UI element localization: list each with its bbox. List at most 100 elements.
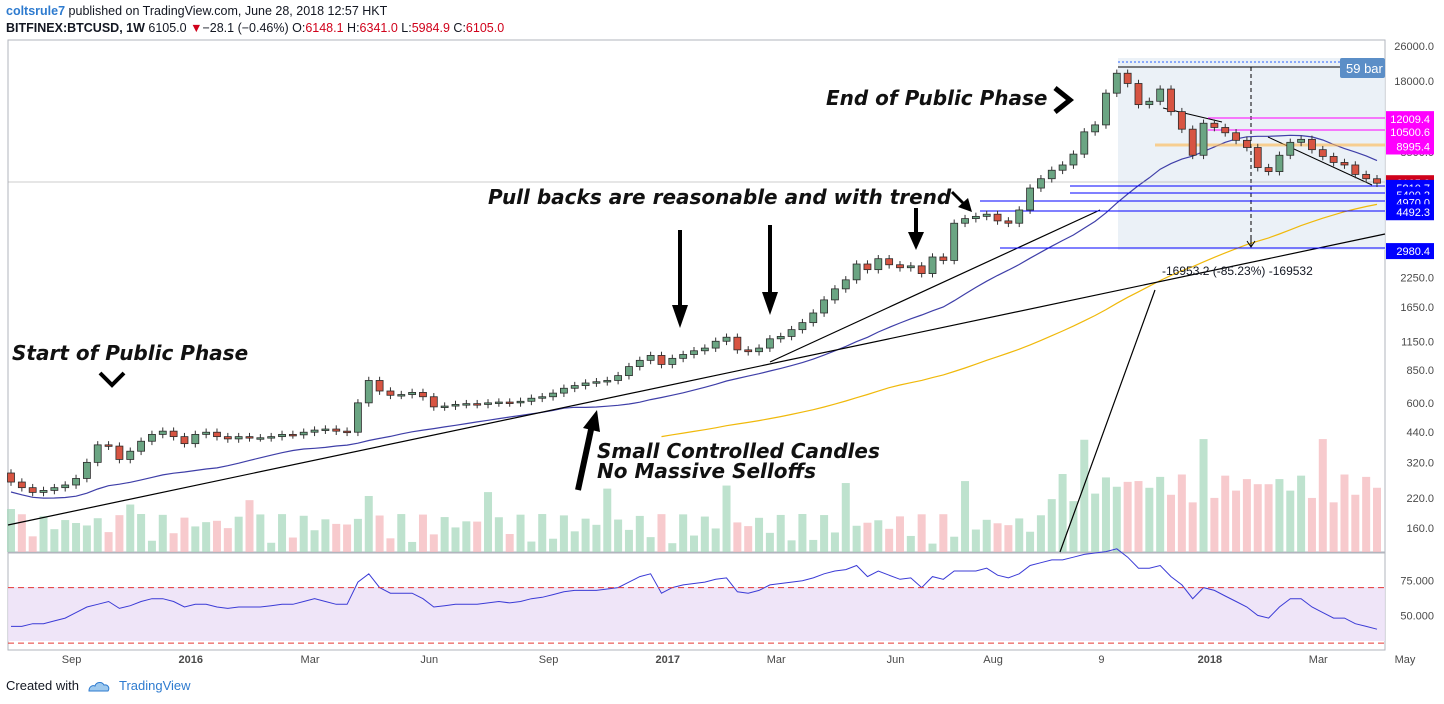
measure-label: -16953.2 (-85.23%) -169532	[1162, 264, 1313, 278]
candle-body	[1210, 122, 1219, 128]
volume-bar	[7, 509, 15, 552]
candle-body	[646, 355, 655, 361]
close-label: C:	[453, 21, 466, 35]
volume-bar	[928, 543, 937, 552]
candle-body	[939, 256, 948, 261]
up-arrow-icon	[575, 424, 595, 491]
volume-bar	[592, 524, 601, 552]
volume-bar	[451, 527, 460, 552]
candle-body	[429, 396, 438, 408]
candle-up	[560, 384, 568, 397]
volume-bar	[798, 514, 807, 552]
symbol-label[interactable]: BITFINEX:BTCUSD, 1W	[6, 21, 145, 35]
price-label-text: 8995.4	[1396, 141, 1430, 153]
author-link[interactable]: coltsrule7	[6, 4, 66, 18]
candle-body	[50, 487, 59, 491]
candle-body	[950, 222, 959, 261]
volume-bar	[939, 514, 948, 552]
volume-bar	[1210, 497, 1219, 552]
candle-up	[158, 427, 167, 439]
volume-bar	[1004, 525, 1013, 552]
price-label-box	[1386, 123, 1434, 140]
candle-body	[386, 390, 395, 396]
volume-bar	[1275, 479, 1284, 552]
candle-up	[126, 447, 135, 464]
volume-bar	[744, 526, 753, 552]
price-label-box	[1386, 204, 1434, 221]
volume-bar	[1036, 515, 1045, 552]
time-axis[interactable]: Sep 2016 Mar Jun Sep 2017 Mar Jun Aug 9 2018 Mar May	[62, 654, 1416, 666]
created-with-text: Created with	[6, 678, 79, 693]
price-tick-label: 600.0	[1406, 398, 1434, 410]
candle-down	[245, 432, 254, 442]
candle-up	[278, 430, 286, 441]
time-tick-label: Sep	[539, 654, 559, 666]
candle-body	[787, 329, 796, 337]
candle-body	[213, 431, 221, 438]
candle-body	[310, 429, 319, 433]
candle-body	[657, 355, 666, 365]
candle-down	[1253, 143, 1262, 172]
time-tick-label: Aug	[983, 654, 1003, 666]
candle-body	[1232, 132, 1240, 141]
candle-down	[223, 432, 232, 443]
volume-bar	[581, 518, 590, 552]
candle-body	[1264, 167, 1273, 173]
candle-body	[223, 436, 232, 440]
volume-bar	[1188, 502, 1197, 552]
time-tick-label: 2016	[179, 654, 203, 666]
price-label-box	[1386, 138, 1434, 155]
candle-body	[28, 487, 37, 493]
candle-body	[1308, 138, 1316, 151]
published-text: published on TradingView.com, June 28, 2…	[68, 4, 388, 18]
volume-bar	[516, 514, 525, 552]
volume-bar	[1112, 486, 1121, 552]
price-label-box	[1386, 243, 1434, 260]
candle-body	[700, 347, 709, 352]
volume-bar	[917, 514, 926, 552]
price-label: 4492.3	[1386, 204, 1434, 221]
candle-up	[72, 474, 80, 489]
volume-bar	[559, 515, 568, 552]
volume-bar	[1167, 494, 1176, 552]
price-tick-label: 850.0	[1406, 365, 1434, 377]
volume-bar	[635, 515, 644, 552]
price-tick-label: 18000.0	[1394, 76, 1434, 88]
volume-bar	[841, 483, 850, 552]
candle-up	[364, 376, 373, 407]
candle-body	[126, 450, 135, 460]
candle-up	[635, 356, 644, 371]
candle-up	[722, 333, 731, 346]
candle-up	[61, 481, 70, 492]
volume-bar	[1015, 518, 1024, 552]
tradingview-cloud-icon	[88, 681, 110, 691]
candle-body	[993, 213, 1002, 222]
volume-bar	[332, 523, 341, 552]
candle-body	[332, 428, 341, 432]
volume-bar	[223, 528, 232, 552]
volume-bar	[310, 530, 319, 552]
volume-bar	[538, 514, 547, 552]
annotation-no-selloffs: No Massive Selloffs	[597, 459, 816, 483]
candle-up	[1080, 128, 1089, 158]
candle-body	[1199, 122, 1208, 156]
candle-body	[560, 387, 568, 394]
volume-bar	[1373, 487, 1381, 552]
candle-down	[1177, 107, 1186, 134]
candle-body	[516, 400, 525, 404]
volume-bar	[982, 519, 991, 552]
tradingview-link[interactable]: TradingView	[118, 678, 191, 693]
candle-up	[148, 430, 156, 446]
candle-body	[7, 472, 15, 483]
candle-up	[256, 434, 265, 442]
time-tick-label: 2018	[1198, 654, 1222, 666]
candle-body	[744, 349, 753, 353]
candle-body	[809, 312, 818, 324]
volume-bar	[462, 521, 471, 552]
time-tick-label: Sep	[62, 654, 82, 666]
candle-body	[278, 433, 286, 438]
candle-up	[1058, 161, 1067, 175]
volume-bar	[1297, 475, 1306, 552]
candle-body	[755, 347, 763, 353]
